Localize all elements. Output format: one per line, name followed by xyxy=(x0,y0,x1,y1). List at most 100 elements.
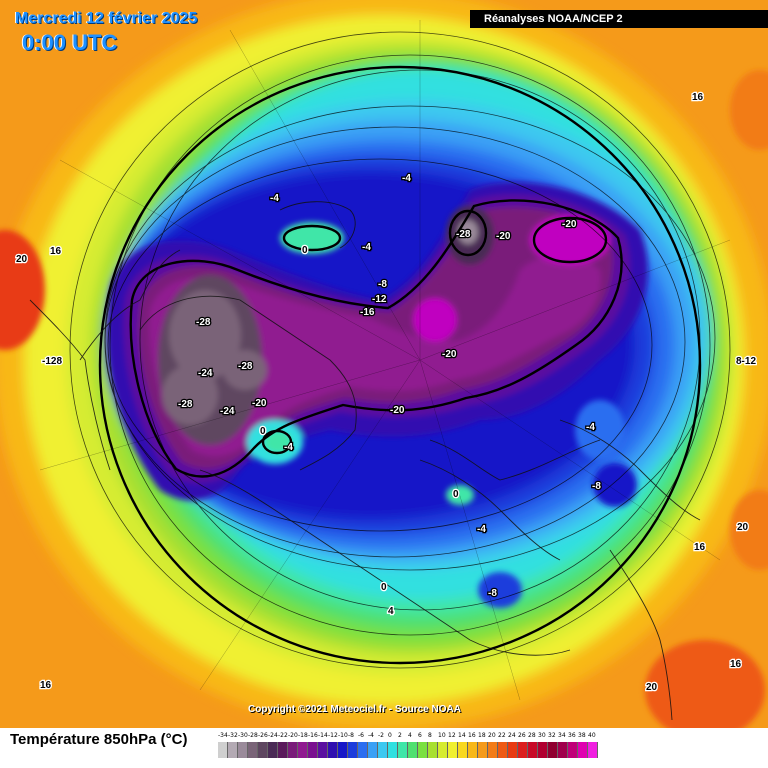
map-label: 16 xyxy=(694,542,706,553)
legend-swatch xyxy=(468,742,478,758)
legend-cell: 26 xyxy=(518,732,528,764)
legend-tick-label: 12 xyxy=(448,732,456,739)
legend-cell: -12 xyxy=(328,732,338,764)
legend-cell: -2 xyxy=(378,732,388,764)
map-label: 20 xyxy=(737,522,749,533)
map-label: -4 xyxy=(586,422,595,433)
legend-swatch xyxy=(268,742,278,758)
legend-cell: -8 xyxy=(348,732,358,764)
legend-swatch xyxy=(528,742,538,758)
legend-swatch xyxy=(418,742,428,758)
legend-cell: -32 xyxy=(228,732,238,764)
legend-tick-label: 24 xyxy=(508,732,516,739)
map-label: -28 xyxy=(178,399,193,410)
legend-swatch xyxy=(558,742,568,758)
legend-tick-label: 2 xyxy=(398,732,402,739)
legend-tick-label: 6 xyxy=(418,732,422,739)
legend-tick-label: 8 xyxy=(428,732,432,739)
map-label: -8 xyxy=(592,481,601,492)
legend-tick-label: 20 xyxy=(488,732,496,739)
legend-swatch xyxy=(538,742,548,758)
map-time: 0:00 UTC xyxy=(22,30,118,55)
legend-cell: 40 xyxy=(588,732,598,764)
legend-swatch xyxy=(438,742,448,758)
map-label: -8 xyxy=(378,279,387,290)
legend-swatch xyxy=(478,742,488,758)
legend-cell: 28 xyxy=(528,732,538,764)
legend-swatch xyxy=(518,742,528,758)
legend-cell: 18 xyxy=(478,732,488,764)
legend-swatch xyxy=(258,742,268,758)
map-label: -16 xyxy=(360,307,375,318)
map-label: 0 xyxy=(260,426,266,437)
legend-cell: 34 xyxy=(558,732,568,764)
map-label: -8 xyxy=(488,588,497,599)
map-label: -4 xyxy=(477,524,486,535)
legend-title: Température 850hPa (°C) xyxy=(10,732,187,747)
map-label: 20 xyxy=(16,254,28,265)
legend-swatch xyxy=(368,742,378,758)
legend-tick-label: -30 xyxy=(238,732,248,739)
legend-swatch xyxy=(278,742,288,758)
legend-cell: -6 xyxy=(358,732,368,764)
legend-cell: -34 xyxy=(218,732,228,764)
legend-cell: -10 xyxy=(338,732,348,764)
legend-swatch xyxy=(448,742,458,758)
legend-tick-label: 34 xyxy=(558,732,566,739)
map-date: Mercredi 12 février 2025 xyxy=(15,10,198,27)
legend-swatch xyxy=(288,742,298,758)
legend-cell: 12 xyxy=(448,732,458,764)
legend-tick-label: -32 xyxy=(228,732,238,739)
source-banner: Réanalyses NOAA/NCEP 2 xyxy=(470,10,768,28)
legend-tick-label: 38 xyxy=(578,732,586,739)
legend-swatch xyxy=(328,742,338,758)
legend-swatch xyxy=(228,742,238,758)
map-label: -20 xyxy=(496,231,511,242)
legend-tick-label: 4 xyxy=(408,732,412,739)
map-label: -4 xyxy=(284,442,293,453)
legend-tick-label: 14 xyxy=(458,732,466,739)
legend-tick-label: -22 xyxy=(278,732,288,739)
legend-cell: -22 xyxy=(278,732,288,764)
legend-tick-label: 40 xyxy=(588,732,596,739)
legend-cell: -24 xyxy=(268,732,278,764)
legend-cell: 38 xyxy=(578,732,588,764)
legend-tick-label: 0 xyxy=(388,732,392,739)
legend-swatch xyxy=(588,742,598,758)
legend-tick-label: 18 xyxy=(478,732,486,739)
legend-swatch xyxy=(568,742,578,758)
map-label: -28 xyxy=(238,361,253,372)
legend-tick-label: 10 xyxy=(438,732,446,739)
legend-tick-label: 26 xyxy=(518,732,526,739)
legend-swatch xyxy=(578,742,588,758)
map-label: 20 xyxy=(646,682,658,693)
map-label: -12 xyxy=(372,294,387,305)
legend-tick-label: -8 xyxy=(348,732,354,739)
legend-tick-label: -28 xyxy=(248,732,258,739)
legend-swatch xyxy=(248,742,258,758)
legend-swatch xyxy=(388,742,398,758)
legend-cell: -4 xyxy=(368,732,378,764)
legend-tick-label: 32 xyxy=(548,732,556,739)
legend-swatch xyxy=(308,742,318,758)
legend-tick-label: -34 xyxy=(218,732,228,739)
legend-cell: 8 xyxy=(428,732,438,764)
legend-swatch xyxy=(378,742,388,758)
map-label: -24 xyxy=(220,406,235,417)
map-label: 16 xyxy=(692,92,704,103)
legend-swatch xyxy=(218,742,228,758)
color-scale: -34 -32 -30 -28 -26 -24 -22 -20 -18 -16 -14 -12 -10-… xyxy=(218,732,598,764)
legend-swatch xyxy=(298,742,308,758)
legend-cell: 2 xyxy=(398,732,408,764)
legend-swatch xyxy=(508,742,518,758)
legend-cell: -16 xyxy=(308,732,318,764)
legend-swatch xyxy=(428,742,438,758)
legend-swatch xyxy=(358,742,368,758)
map-label: -20 xyxy=(442,349,457,360)
map-label: -20 xyxy=(390,405,405,416)
legend-cell: -20 xyxy=(288,732,298,764)
map-label: 16 xyxy=(40,680,52,691)
map-label: 16 xyxy=(50,246,62,257)
map-label: -4 xyxy=(270,193,279,204)
legend-cell: -14 xyxy=(318,732,328,764)
